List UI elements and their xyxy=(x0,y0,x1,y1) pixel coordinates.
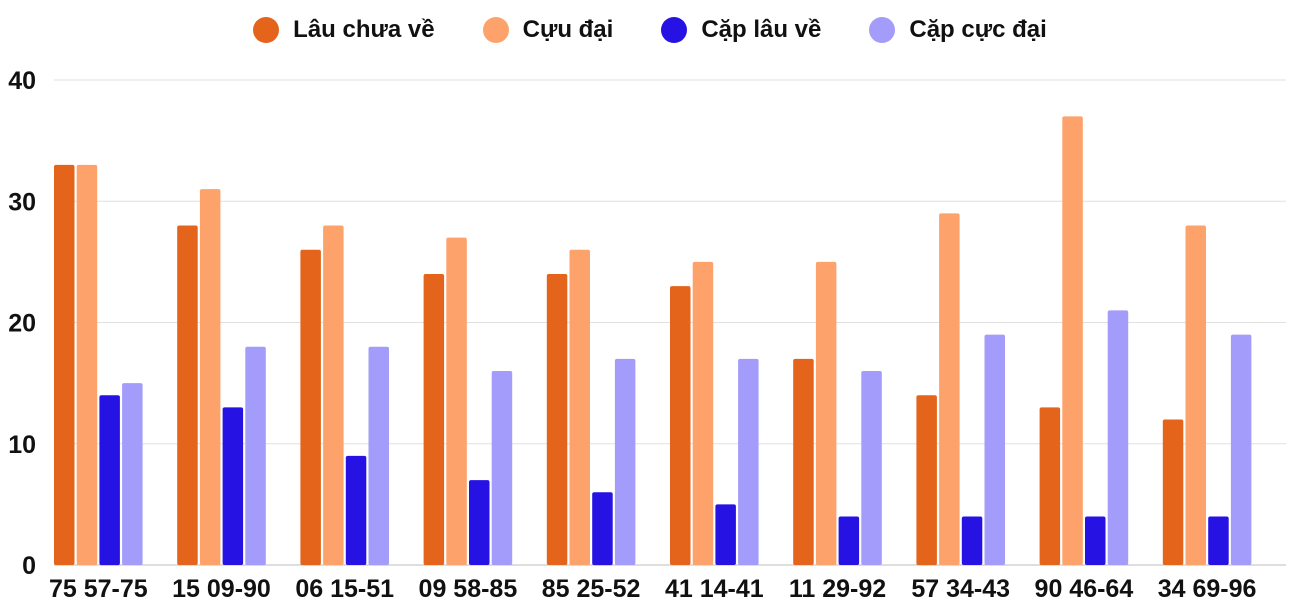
legend-item-cap-lau-ve: Cặp lâu về xyxy=(661,16,821,44)
x-tick-label: 11 29-92 xyxy=(789,575,886,600)
legend-swatch-cap-lau-ve xyxy=(661,17,688,43)
bar-lau-chua-ve-6 xyxy=(670,286,691,565)
x-tick-label: 90 46-64 xyxy=(1035,575,1134,600)
x-tick-label: 85 25-52 xyxy=(542,575,641,600)
bar-cap-cuc-dai-9 xyxy=(1107,310,1129,565)
y-axis: 0 10 20 30 40 xyxy=(8,67,36,580)
bar-lau-chua-ve-1 xyxy=(54,164,75,565)
bar-cap-lau-ve-4 xyxy=(469,480,490,565)
bar-cuu-dai-10 xyxy=(1185,225,1206,565)
bar-cap-lau-ve-10 xyxy=(1208,516,1229,565)
x-tick-label: 41 14-41 xyxy=(665,575,764,600)
bar-lau-chua-ve-8 xyxy=(916,395,937,566)
bar-cuu-dai-9 xyxy=(1062,116,1083,566)
bar-cuu-dai-8 xyxy=(939,213,960,565)
legend-label-cap-lau-ve: Cặp lâu về xyxy=(701,16,822,43)
bar-cap-lau-ve-5 xyxy=(592,492,613,566)
x-tick-label: 09 58-85 xyxy=(419,575,518,600)
bar-cap-cuc-dai-2 xyxy=(245,346,266,566)
bar-cap-lau-ve-2 xyxy=(222,407,244,565)
legend-item-cuu-dai: Cựu đại xyxy=(482,16,614,44)
y-tick-label: 10 xyxy=(8,431,36,459)
bars xyxy=(54,116,1252,566)
legend-item-lau-chua-ve: Lâu chưa về xyxy=(253,16,435,44)
y-tick-label: 40 xyxy=(8,67,36,95)
bar-lau-chua-ve-7 xyxy=(793,358,814,565)
legend-item-cap-cuc-dai: Cặp cực đại xyxy=(869,16,1047,44)
bar-cap-lau-ve-7 xyxy=(838,516,860,565)
y-tick-label: 30 xyxy=(8,188,36,216)
x-tick-label: 57 34-43 xyxy=(911,575,1010,600)
bar-cap-cuc-dai-3 xyxy=(368,346,389,566)
bar-cuu-dai-1 xyxy=(76,164,98,565)
bar-lau-chua-ve-10 xyxy=(1162,419,1184,565)
bar-cuu-dai-3 xyxy=(323,225,344,565)
bar-cap-cuc-dai-1 xyxy=(122,383,143,565)
bar-cap-cuc-dai-10 xyxy=(1230,334,1252,565)
x-tick-label: 75 57-75 xyxy=(49,575,148,600)
legend-swatch-cuu-dai xyxy=(482,17,509,43)
bar-cuu-dai-7 xyxy=(815,261,837,565)
bar-cap-lau-ve-3 xyxy=(345,455,367,565)
x-tick-label: 06 15-51 xyxy=(295,575,394,600)
bar-cuu-dai-2 xyxy=(199,189,221,565)
bar-lau-chua-ve-2 xyxy=(177,225,198,565)
bar-cuu-dai-6 xyxy=(692,261,714,565)
x-tick-label: 15 09-90 xyxy=(172,575,271,600)
legend-label-lau-chua-ve: Lâu chưa về xyxy=(293,16,435,43)
x-tick-label: 34 69-96 xyxy=(1158,575,1257,600)
bar-cap-lau-ve-9 xyxy=(1085,516,1106,565)
y-tick-label: 0 xyxy=(22,552,36,580)
bar-cap-cuc-dai-7 xyxy=(861,371,882,565)
chart-legend: Lâu chưa về Cựu đại Cặp lâu về Cặp cực đ… xyxy=(0,10,1300,50)
legend-label-cuu-dai: Cựu đại xyxy=(522,16,614,43)
legend-swatch-cap-cuc-dai xyxy=(869,17,896,43)
bar-cap-lau-ve-6 xyxy=(715,504,736,565)
bar-cap-cuc-dai-5 xyxy=(614,358,636,565)
y-tick-label: 20 xyxy=(8,310,36,338)
bar-cap-cuc-dai-6 xyxy=(738,358,759,565)
bar-cuu-dai-4 xyxy=(446,237,467,565)
legend-swatch-lau-chua-ve xyxy=(253,17,280,43)
bar-cuu-dai-5 xyxy=(569,249,590,566)
bar-lau-chua-ve-5 xyxy=(546,274,568,565)
bar-lau-chua-ve-4 xyxy=(423,274,445,565)
bar-cap-cuc-dai-4 xyxy=(491,371,513,565)
bar-lau-chua-ve-3 xyxy=(300,249,321,566)
legend-label-cap-cuc-dai: Cặp cực đại xyxy=(909,16,1047,43)
bar-lau-chua-ve-9 xyxy=(1039,407,1061,565)
bar-cap-lau-ve-8 xyxy=(961,516,983,565)
x-axis: 75 57-75 15 09-90 06 15-51 09 58-85 85 25-52… xyxy=(49,575,1257,600)
bar-cap-lau-ve-1 xyxy=(99,395,120,566)
bar-cap-cuc-dai-8 xyxy=(984,334,1005,565)
